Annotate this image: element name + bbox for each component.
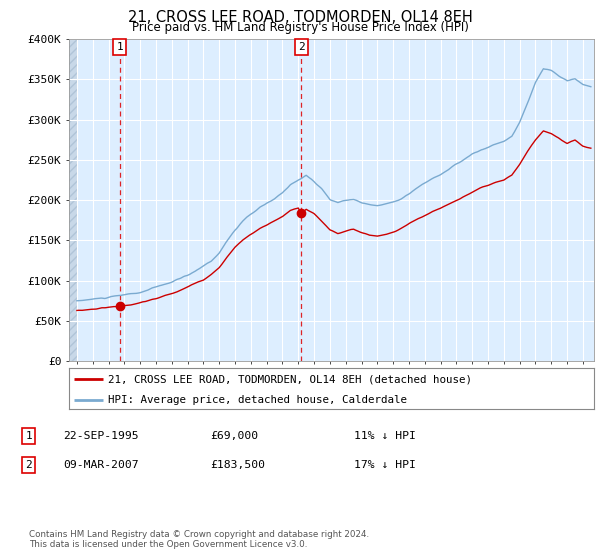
- Text: 09-MAR-2007: 09-MAR-2007: [63, 460, 139, 470]
- Text: Price paid vs. HM Land Registry's House Price Index (HPI): Price paid vs. HM Land Registry's House …: [131, 21, 469, 34]
- Text: This data is licensed under the Open Government Licence v3.0.: This data is licensed under the Open Gov…: [29, 540, 307, 549]
- Text: 17% ↓ HPI: 17% ↓ HPI: [354, 460, 416, 470]
- Text: Contains HM Land Registry data © Crown copyright and database right 2024.: Contains HM Land Registry data © Crown c…: [29, 530, 369, 539]
- Text: 11% ↓ HPI: 11% ↓ HPI: [354, 431, 416, 441]
- Text: 1: 1: [25, 431, 32, 441]
- Text: £69,000: £69,000: [210, 431, 258, 441]
- Text: 2: 2: [25, 460, 32, 470]
- Text: 22-SEP-1995: 22-SEP-1995: [63, 431, 139, 441]
- Text: 21, CROSS LEE ROAD, TODMORDEN, OL14 8EH (detached house): 21, CROSS LEE ROAD, TODMORDEN, OL14 8EH …: [109, 375, 472, 384]
- Text: 21, CROSS LEE ROAD, TODMORDEN, OL14 8EH: 21, CROSS LEE ROAD, TODMORDEN, OL14 8EH: [128, 10, 472, 25]
- Bar: [69, 39, 77, 361]
- Text: HPI: Average price, detached house, Calderdale: HPI: Average price, detached house, Cald…: [109, 395, 407, 404]
- Text: 1: 1: [116, 42, 123, 52]
- Text: 2: 2: [298, 42, 305, 52]
- Text: £183,500: £183,500: [210, 460, 265, 470]
